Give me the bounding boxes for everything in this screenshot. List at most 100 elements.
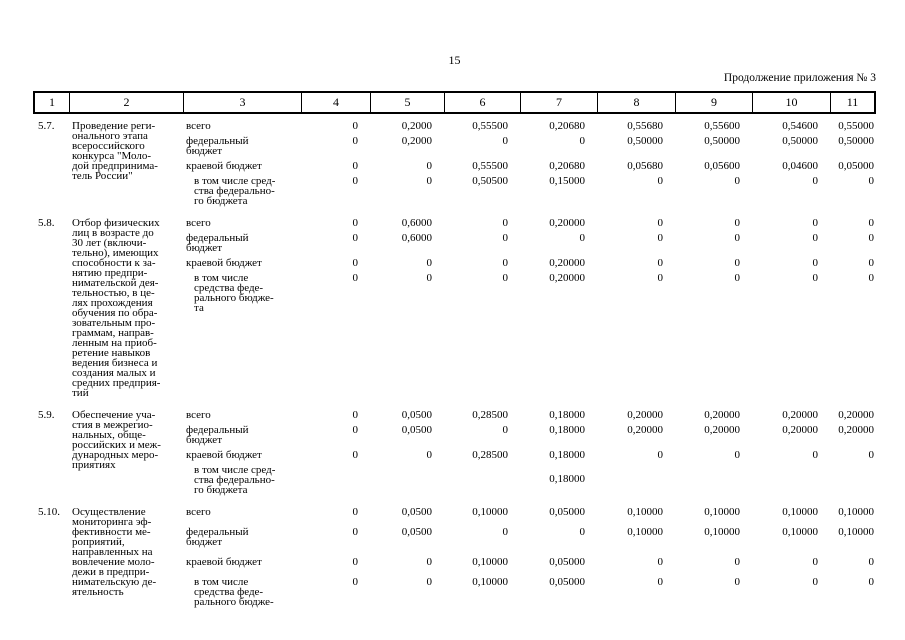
value-cell: 0 xyxy=(868,449,875,461)
value-cell: 0,20680 xyxy=(549,120,585,132)
value-cell: 0,20000 xyxy=(549,217,585,229)
value-cell: 0 xyxy=(657,257,664,269)
value-cell: 0 xyxy=(352,135,359,147)
column-header-9: 9 xyxy=(675,93,752,112)
column-header-7: 7 xyxy=(520,93,597,112)
budget-line-label: всего xyxy=(186,120,211,132)
budget-subrow: краевой бюджет 0 0 0,55500 0,20680 0,05680 0,0… xyxy=(181,160,876,172)
value-cell xyxy=(750,465,828,495)
value-cell: 0 xyxy=(352,120,359,132)
value-cell: 0,28500 xyxy=(472,409,508,421)
value-cell: 0,10000 xyxy=(472,556,508,568)
value-cell: 0 xyxy=(734,272,741,284)
value-cell: 0 xyxy=(426,556,433,568)
budget-subrow: всего 0 0,0500 0,28500 0,18000 0,20000 0,20000… xyxy=(181,409,876,421)
value-cell: 0 xyxy=(734,175,741,187)
budget-subrow: в том числе средства феде- рального бюдж… xyxy=(181,272,876,314)
value-cell: 0 xyxy=(502,257,509,269)
value-cell: 0 xyxy=(657,175,664,187)
value-cell: 0,20000 xyxy=(627,409,663,421)
continuation-caption: Продолжение приложения № 3 xyxy=(723,72,876,84)
value-cell xyxy=(299,465,368,495)
value-cell: 0,20000 xyxy=(627,424,663,436)
value-cell: 0 xyxy=(352,449,359,461)
value-cell: 0,05680 xyxy=(627,160,663,172)
budget-subrow: всего 0 0,6000 0 0,20000 0 0 0 0 xyxy=(181,217,876,229)
budget-line-label: в том числе средства феде- рального бюдж… xyxy=(194,576,274,608)
table-item-5.10: 5.10. Осуществление мониторинга эф- фекти… xyxy=(33,507,876,617)
value-cell: 0,50000 xyxy=(782,135,818,147)
value-cell: 0 xyxy=(352,556,359,568)
value-cell: 0 xyxy=(812,232,819,244)
value-cell: 0 xyxy=(657,576,664,588)
value-cell: 0 xyxy=(812,217,819,229)
item-subrows: всего 0 0,0500 0,28500 0,18000 0,20000 0,20000… xyxy=(181,409,876,496)
value-cell: 0 xyxy=(426,576,433,588)
item-subrows: всего 0 0,0500 0,10000 0,05000 0,10000 0,10000… xyxy=(181,507,876,617)
budget-line-label: федеральный бюджет xyxy=(186,232,249,254)
column-header-6: 6 xyxy=(444,93,520,112)
budget-subrow: федеральный бюджет 0 0,0500 0 0,18000 0,20000… xyxy=(181,424,876,446)
value-cell: 0 xyxy=(868,272,875,284)
value-cell: 0,6000 xyxy=(401,232,432,244)
value-cell: 0,20000 xyxy=(704,409,740,421)
value-cell: 0 xyxy=(868,257,875,269)
column-header-2: 2 xyxy=(69,93,183,112)
value-cell xyxy=(673,465,750,495)
item-subrows: всего 0 0,6000 0 0,20000 0 0 0 0 федеральный бюдж… xyxy=(181,218,876,398)
value-cell: 0 xyxy=(352,526,359,538)
value-cell: 0,18000 xyxy=(549,424,585,436)
budget-subrow: федеральный бюджет 0 0,6000 0 0 0 0 0 0 xyxy=(181,232,876,254)
value-cell: 0 xyxy=(502,232,509,244)
value-cell: 0 xyxy=(352,175,359,187)
value-cell: 0,18000 xyxy=(549,473,585,485)
value-cell xyxy=(442,465,518,495)
value-cell: 0,10000 xyxy=(838,526,874,538)
item-description: Отбор физических лиц в возрасте до 30 ле… xyxy=(72,217,161,399)
value-cell: 0,05000 xyxy=(549,506,585,518)
value-cell: 0,2000 xyxy=(401,135,432,147)
budget-subrow: в том числе сред- ства федерально- го бю… xyxy=(181,465,876,496)
budget-subrow: всего 0 0,2000 0,55500 0,20680 0,55680 0,55600… xyxy=(181,120,876,132)
value-cell: 0,0500 xyxy=(401,526,432,538)
value-cell: 0,50000 xyxy=(838,135,874,147)
value-cell: 0,05000 xyxy=(549,576,585,588)
value-cell: 0 xyxy=(868,217,875,229)
item-number: 5.7. xyxy=(38,120,55,132)
value-cell: 0,10000 xyxy=(627,506,663,518)
budget-line-label: краевой бюджет xyxy=(186,449,262,461)
value-cell: 0,55680 xyxy=(627,120,663,132)
value-cell: 0 xyxy=(734,257,741,269)
value-cell: 0,05000 xyxy=(549,556,585,568)
budget-line-label: в том числе средства феде- рального бюдж… xyxy=(194,272,274,314)
value-cell: 0,50500 xyxy=(472,175,508,187)
budget-subrow: всего 0 0,0500 0,10000 0,05000 0,10000 0,10000… xyxy=(181,506,876,518)
value-cell: 0,18000 xyxy=(549,409,585,421)
value-cell: 0 xyxy=(868,175,875,187)
value-cell: 0 xyxy=(812,576,819,588)
value-cell: 0,18000 xyxy=(549,449,585,461)
value-cell: 0 xyxy=(868,232,875,244)
budget-line-label: федеральный бюджет xyxy=(186,526,249,548)
value-cell: 0,20680 xyxy=(549,160,585,172)
value-cell: 0 xyxy=(868,576,875,588)
value-cell: 0 xyxy=(657,272,664,284)
value-cell: 0 xyxy=(868,556,875,568)
value-cell: 0 xyxy=(579,232,586,244)
value-cell: 0 xyxy=(352,424,359,436)
value-cell: 0 xyxy=(426,160,433,172)
value-cell xyxy=(828,465,876,495)
value-cell: 0 xyxy=(734,576,741,588)
column-header-8: 8 xyxy=(597,93,675,112)
value-cell: 0 xyxy=(352,160,359,172)
item-number: 5.10. xyxy=(38,506,60,518)
value-cell: 0 xyxy=(352,272,359,284)
budget-subrow: федеральный бюджет 0 0,2000 0 0 0,50000 0,5000… xyxy=(181,135,876,157)
table-body: 5.7. Проведение реги- онального этапа все… xyxy=(33,121,876,617)
value-cell: 0 xyxy=(426,257,433,269)
budget-subrow: краевой бюджет 0 0 0,10000 0,05000 0 0 0 0 xyxy=(181,556,876,568)
value-cell: 0,55000 xyxy=(838,120,874,132)
value-cell: 0,15000 xyxy=(549,175,585,187)
